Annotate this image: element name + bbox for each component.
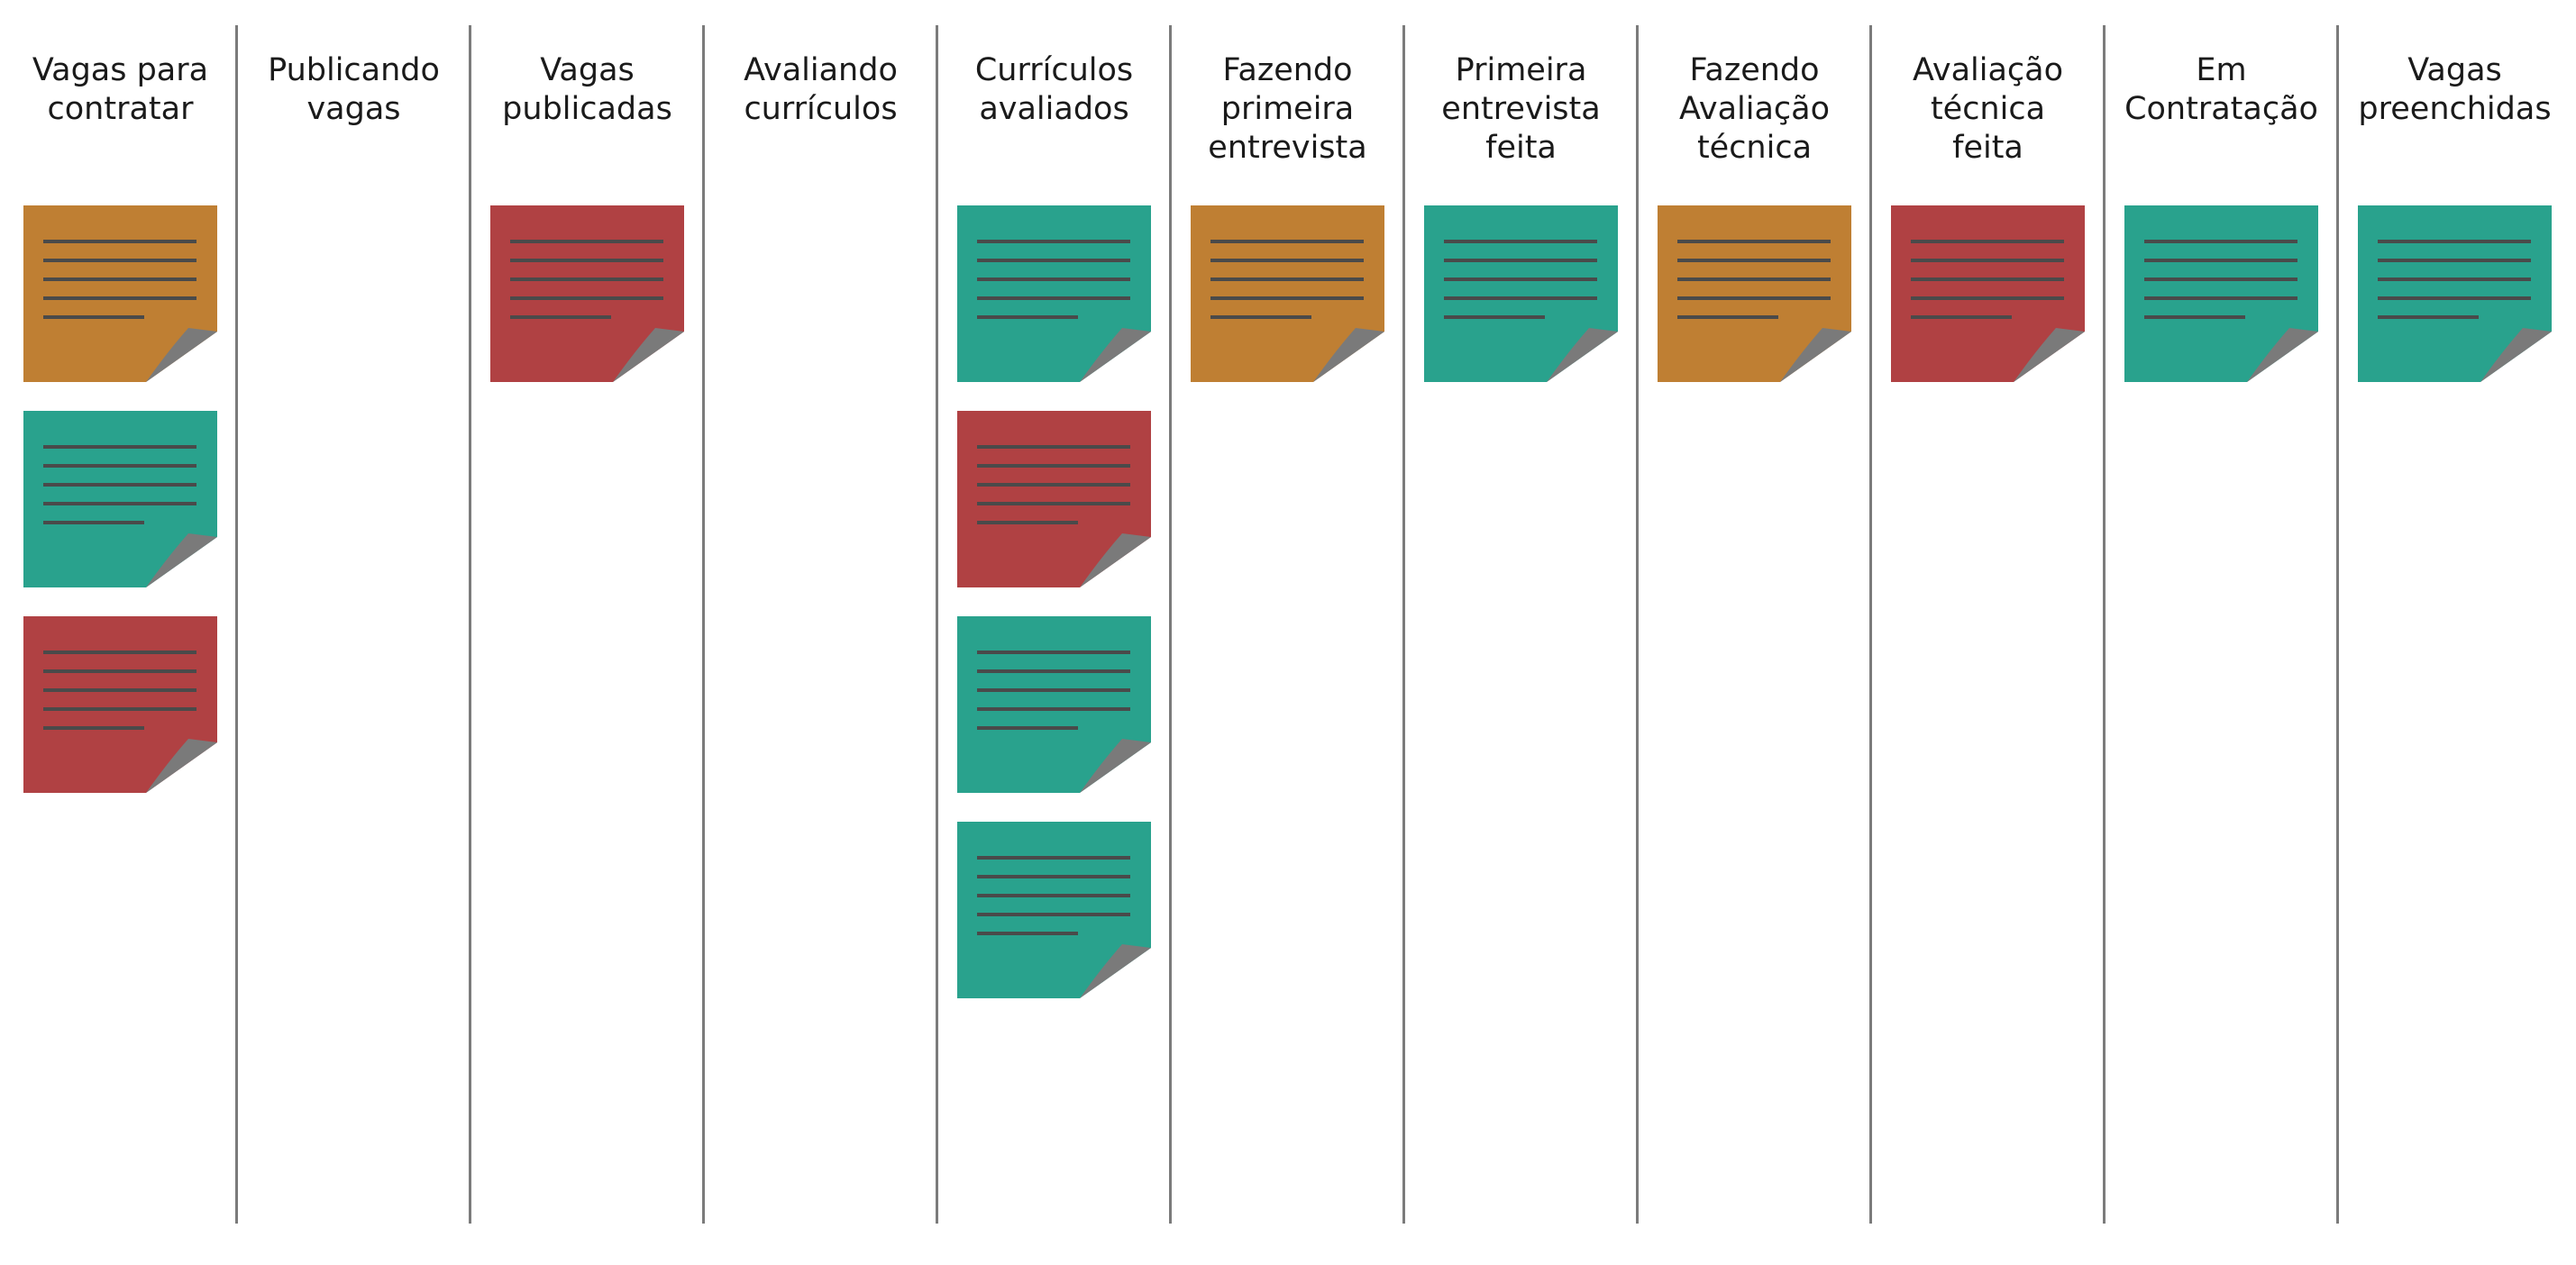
sticky-note-teal[interactable] <box>957 205 1151 382</box>
sticky-note-teal[interactable] <box>23 411 217 587</box>
kanban-column: Avaliando currículos <box>704 0 937 1265</box>
column-title: Publicando vagas <box>268 52 440 127</box>
note-fold-corner <box>613 328 684 382</box>
column-divider <box>2103 25 2106 1224</box>
sticky-note-teal[interactable] <box>957 616 1151 793</box>
column-divider <box>1869 25 1872 1224</box>
note-body <box>1891 205 2085 382</box>
column-title: Vagas para contratar <box>32 52 209 127</box>
note-body <box>1191 205 1384 382</box>
note-fold-corner <box>1080 328 1151 382</box>
column-divider <box>469 25 471 1224</box>
sticky-note-red[interactable] <box>1891 205 2085 382</box>
note-fold-corner <box>2014 328 2085 382</box>
note-body <box>1424 205 1618 382</box>
column-title: Primeira entrevista feita <box>1441 52 1601 166</box>
note-fold-corner <box>146 533 217 587</box>
sticky-note-red[interactable] <box>23 616 217 793</box>
kanban-column: Avaliação técnica feita <box>1871 0 2105 1265</box>
note-fold-corner <box>1547 328 1618 382</box>
column-title: Fazendo Avaliação técnica <box>1678 52 1831 166</box>
note-fold-corner <box>146 739 217 793</box>
sticky-note-teal[interactable] <box>2358 205 2552 382</box>
kanban-column: Vagas publicadas <box>470 0 704 1265</box>
note-fold-corner <box>1080 944 1151 998</box>
note-fold-corner <box>146 328 217 382</box>
kanban-column: Publicando vagas <box>237 0 470 1265</box>
column-title: Avaliando currículos <box>744 52 898 127</box>
sticky-note-red[interactable] <box>490 205 684 382</box>
sticky-note-teal[interactable] <box>957 822 1151 998</box>
note-body <box>957 822 1151 998</box>
kanban-column: Fazendo Avaliação técnica <box>1638 0 1871 1265</box>
sticky-note-orange[interactable] <box>1658 205 1851 382</box>
column-divider <box>235 25 238 1224</box>
note-body <box>957 616 1151 793</box>
note-body <box>957 205 1151 382</box>
note-fold-corner <box>1313 328 1384 382</box>
column-divider <box>702 25 705 1224</box>
sticky-note-orange[interactable] <box>1191 205 1384 382</box>
column-title: Em Contratação <box>2124 52 2318 127</box>
note-fold-corner <box>1080 739 1151 793</box>
note-body <box>957 411 1151 587</box>
kanban-column: Fazendo primeira entrevista <box>1171 0 1404 1265</box>
column-title: Fazendo primeira entrevista <box>1208 52 1367 166</box>
column-title: Vagas publicadas <box>502 52 672 127</box>
kanban-column: Vagas preenchidas <box>2338 0 2571 1265</box>
sticky-note-red[interactable] <box>957 411 1151 587</box>
note-fold-corner <box>2247 328 2318 382</box>
note-body <box>23 205 217 382</box>
sticky-note-teal[interactable] <box>1424 205 1618 382</box>
kanban-column: Currículos avaliados <box>937 0 1171 1265</box>
column-title: Currículos avaliados <box>974 52 1134 127</box>
note-body <box>2124 205 2318 382</box>
kanban-column: Primeira entrevista feita <box>1404 0 1638 1265</box>
column-divider <box>936 25 938 1224</box>
column-divider <box>2336 25 2339 1224</box>
column-title: Avaliação técnica feita <box>1912 52 2064 166</box>
note-body <box>1658 205 1851 382</box>
column-divider <box>1636 25 1639 1224</box>
column-divider <box>1402 25 1405 1224</box>
note-body <box>490 205 684 382</box>
kanban-column: Vagas para contratar <box>4 0 237 1265</box>
note-fold-corner <box>2480 328 2552 382</box>
note-fold-corner <box>1780 328 1851 382</box>
sticky-note-teal[interactable] <box>2124 205 2318 382</box>
note-body <box>23 411 217 587</box>
column-title: Vagas preenchidas <box>2358 52 2552 127</box>
kanban-column: Em Contratação <box>2105 0 2338 1265</box>
column-divider <box>1169 25 1172 1224</box>
note-fold-corner <box>1080 533 1151 587</box>
note-body <box>2358 205 2552 382</box>
note-body <box>23 616 217 793</box>
sticky-note-orange[interactable] <box>23 205 217 382</box>
